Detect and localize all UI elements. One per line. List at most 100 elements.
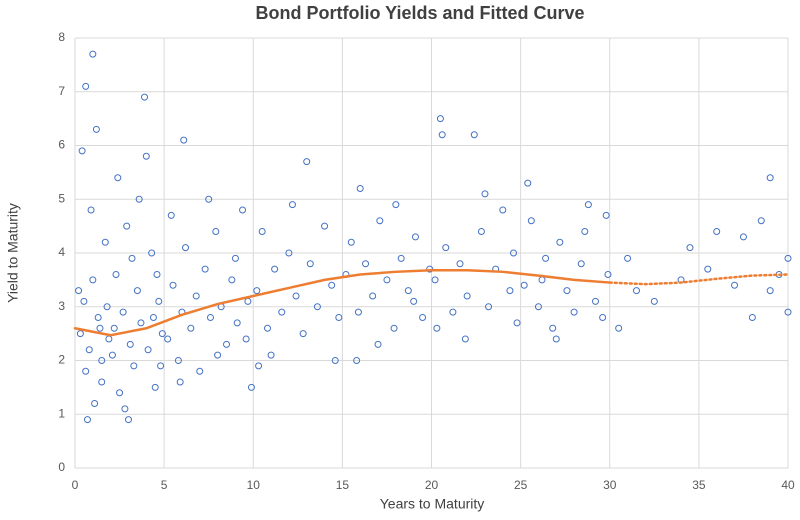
bond-point — [599, 314, 607, 321]
bond-point — [228, 276, 236, 284]
bond-point — [78, 147, 86, 155]
bond-point — [83, 416, 91, 424]
bond-point — [133, 287, 141, 295]
bond-point — [130, 362, 138, 370]
bond-point — [255, 362, 263, 370]
bond-point — [75, 287, 83, 295]
bond-point — [223, 340, 231, 348]
x-tick-label: 40 — [781, 478, 795, 492]
bond-point — [513, 319, 521, 327]
bond-point — [383, 276, 391, 284]
x-tick-label: 5 — [161, 478, 168, 492]
bond-point — [174, 357, 182, 364]
bond-point — [98, 378, 106, 386]
bond-point — [187, 324, 195, 332]
bond-point — [577, 260, 585, 268]
bond-point — [757, 217, 765, 225]
bond-point — [766, 174, 774, 182]
bond-point — [285, 249, 293, 257]
bond-point — [87, 206, 95, 214]
bond-point — [82, 367, 90, 375]
bond-point — [253, 287, 261, 295]
bond-point — [419, 314, 427, 321]
bond-point — [247, 383, 255, 391]
bond-point — [362, 260, 370, 268]
bond-point — [438, 131, 446, 139]
x-tick-label: 25 — [514, 478, 528, 492]
x-tick-label: 35 — [692, 478, 706, 492]
bond-point — [110, 324, 118, 332]
bond-point — [258, 228, 266, 235]
bond-point — [239, 206, 247, 214]
y-tick-label: 3 — [58, 299, 65, 313]
bond-point — [602, 211, 610, 219]
bond-point — [392, 201, 400, 209]
y-tick-label: 6 — [58, 138, 65, 152]
bond-point — [534, 303, 542, 311]
bond-point — [89, 50, 97, 58]
bond-point — [556, 238, 564, 246]
bond-point — [463, 292, 471, 300]
bond-point — [267, 351, 275, 359]
bond-point — [92, 125, 100, 133]
bond-point — [142, 152, 150, 160]
bond-point — [91, 400, 99, 407]
bond-point — [604, 271, 612, 278]
bond-point — [739, 233, 747, 241]
bond-point — [151, 383, 159, 391]
y-tick-label: 2 — [58, 353, 65, 367]
bond-point — [369, 292, 377, 300]
bond-point — [313, 303, 321, 311]
bond-point — [264, 324, 272, 332]
bond-point — [231, 254, 239, 262]
bond-point — [784, 254, 792, 262]
bond-point — [506, 287, 514, 295]
bond-point — [155, 297, 163, 305]
bond-point — [470, 131, 478, 139]
bond-point — [353, 357, 361, 364]
bond-point — [549, 324, 557, 332]
bond-point — [148, 249, 156, 257]
bond-point — [632, 287, 640, 295]
bond-point — [306, 260, 314, 268]
fitted-curve — [608, 273, 790, 286]
bond-point — [410, 297, 418, 305]
bond-point — [431, 276, 439, 284]
bond-point — [303, 158, 311, 166]
bond-point — [292, 292, 300, 300]
bond-point — [233, 319, 241, 327]
bond-point — [433, 324, 441, 332]
bond-point — [411, 233, 419, 241]
bond-point — [80, 297, 88, 305]
bond-point — [128, 254, 136, 262]
bond-point — [731, 281, 739, 289]
bond-point — [524, 179, 532, 187]
bond-point — [158, 330, 166, 338]
bond-point — [98, 357, 106, 364]
bond-point — [481, 190, 489, 198]
x-tick-label: 15 — [336, 478, 350, 492]
y-axis-label: Yield to Maturity — [5, 203, 21, 303]
bond-point — [331, 357, 339, 364]
bond-point — [404, 287, 412, 295]
bond-point — [180, 136, 188, 144]
bond-point — [784, 308, 792, 316]
bond-point — [581, 228, 589, 235]
bond-point — [242, 335, 250, 343]
bond-point — [192, 292, 200, 300]
bond-point — [153, 271, 161, 278]
bond-point — [542, 254, 550, 262]
y-tick-label: 7 — [58, 84, 65, 98]
bond-point — [164, 335, 172, 343]
bond-point — [94, 314, 102, 321]
bond-point — [288, 201, 296, 209]
bond-point — [766, 287, 774, 295]
bond-point — [121, 405, 129, 413]
bond-point — [442, 244, 450, 252]
bond-point — [123, 222, 131, 230]
bond-point — [135, 195, 143, 203]
bond-point — [485, 303, 493, 311]
bond-point — [436, 115, 444, 123]
bond-point — [449, 308, 457, 316]
